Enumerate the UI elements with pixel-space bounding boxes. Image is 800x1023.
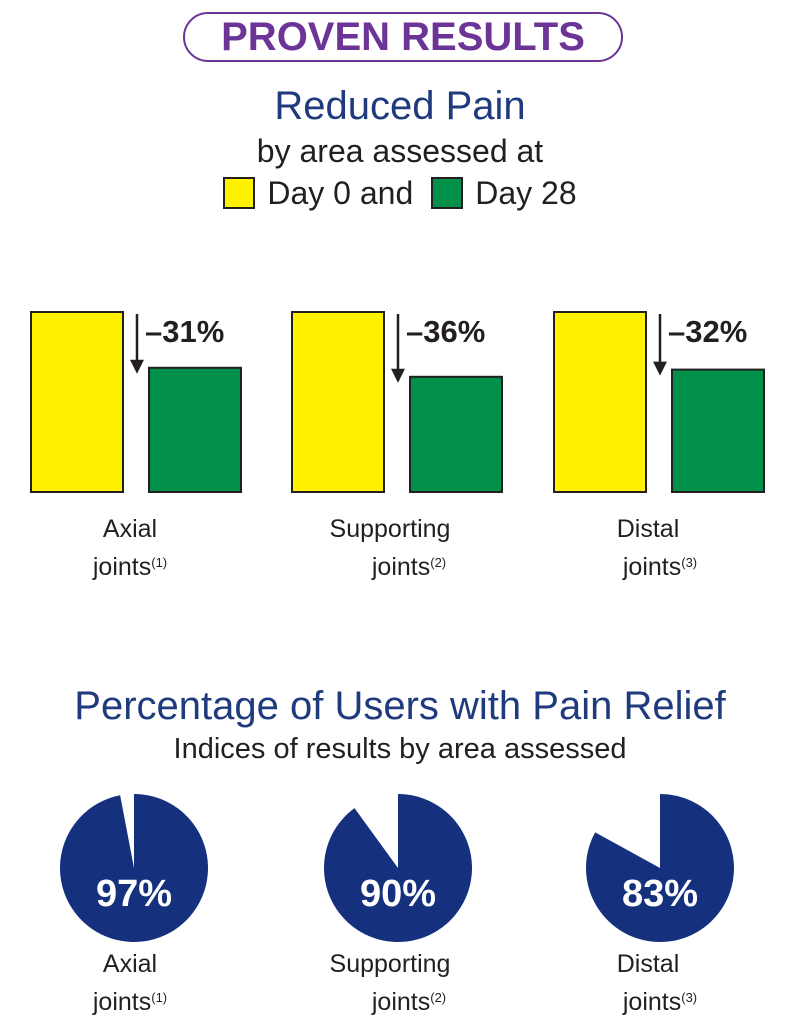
pie-category-line2: joints(1) bbox=[60, 981, 200, 1019]
legend: Day 0 and Day 28 bbox=[0, 173, 800, 213]
change-label: –31% bbox=[145, 314, 224, 349]
change-label: –32% bbox=[668, 314, 747, 349]
bar-day28 bbox=[671, 368, 765, 493]
pie-slice bbox=[324, 794, 473, 942]
bar-category-line1: Distal bbox=[616, 515, 680, 543]
pie-value-label: 90% bbox=[360, 873, 436, 915]
bar-day28 bbox=[409, 375, 503, 493]
bar-category-label: Distal joints(3) bbox=[590, 512, 730, 584]
bar-day0 bbox=[553, 311, 647, 493]
bar-day0 bbox=[291, 311, 385, 493]
reduced-pain-bar-chart: –31% –36% –32% bbox=[30, 311, 765, 493]
pie-category-line1: Distal bbox=[616, 950, 680, 978]
pie-category-label: Distal joints(3) bbox=[590, 947, 730, 1019]
pie-value-label: 83% bbox=[622, 873, 698, 915]
pie-category-line1: Axial bbox=[102, 950, 158, 978]
bar-category-note: (1) bbox=[151, 555, 168, 570]
reduced-pain-title: Reduced Pain bbox=[274, 84, 526, 128]
badge-text: PROVEN RESULTS bbox=[221, 14, 585, 59]
bar-category-line2: joints(3) bbox=[590, 546, 730, 584]
change-arrow-head bbox=[391, 368, 405, 383]
bar-category-label: Supporting joints(2) bbox=[300, 512, 480, 584]
pie-value-label: 97% bbox=[96, 873, 172, 915]
reduced-pain-subtitle: by area assessed at bbox=[256, 133, 544, 169]
change-arrow-head bbox=[653, 361, 667, 376]
pain-relief-pie-charts: 97% 90% 83% bbox=[59, 794, 734, 942]
bar-category-note: (2) bbox=[430, 555, 447, 570]
bar-category-line1: Supporting bbox=[329, 515, 451, 543]
pain-relief-subtitle: Indices of results by area assessed bbox=[173, 733, 627, 765]
pie-category-label: Axial joints(1) bbox=[60, 947, 200, 1019]
legend-label-day28: Day 28 bbox=[475, 174, 577, 211]
legend-swatch-day28 bbox=[431, 177, 464, 209]
legend-label-day0: Day 0 and bbox=[267, 174, 414, 211]
bar-category-line2: joints(2) bbox=[300, 546, 480, 584]
legend-item-day0: Day 0 and bbox=[223, 175, 413, 212]
bar-day0 bbox=[30, 311, 124, 493]
bar-category-line2: joints(1) bbox=[60, 546, 200, 584]
pain-relief-title: Percentage of Users with Pain Relief bbox=[74, 684, 726, 728]
pie-category-line2-text: joints bbox=[371, 988, 431, 1016]
bar-category-line2-text: joints bbox=[622, 553, 682, 581]
pie-category-note: (2) bbox=[430, 990, 447, 1005]
change-arrow-head bbox=[130, 359, 144, 374]
bar-category-label: Axial joints(1) bbox=[60, 512, 200, 584]
pie-slice bbox=[59, 794, 208, 942]
pie-category-line2-text: joints bbox=[92, 988, 152, 1016]
pie-slice bbox=[586, 794, 734, 942]
bar-category-note: (3) bbox=[681, 555, 698, 570]
legend-item-day28: Day 28 bbox=[431, 174, 577, 212]
bar-day28 bbox=[148, 366, 242, 493]
pie-category-line1: Supporting bbox=[329, 950, 451, 978]
bar-category-line1: Axial bbox=[102, 515, 158, 543]
bar-category-line2-text: joints bbox=[371, 553, 431, 581]
pie-category-note: (3) bbox=[681, 990, 698, 1005]
proven-results-badge: PROVEN RESULTS bbox=[183, 12, 623, 62]
pie-category-line2: joints(2) bbox=[300, 981, 480, 1019]
legend-swatch-day0 bbox=[223, 177, 256, 209]
pie-category-line2: joints(3) bbox=[590, 981, 730, 1019]
pie-category-note: (1) bbox=[151, 990, 168, 1005]
bar-category-line2-text: joints bbox=[92, 553, 152, 581]
pie-category-line2-text: joints bbox=[622, 988, 682, 1016]
pie-category-label: Supporting joints(2) bbox=[300, 947, 480, 1019]
change-label: –36% bbox=[406, 314, 485, 349]
